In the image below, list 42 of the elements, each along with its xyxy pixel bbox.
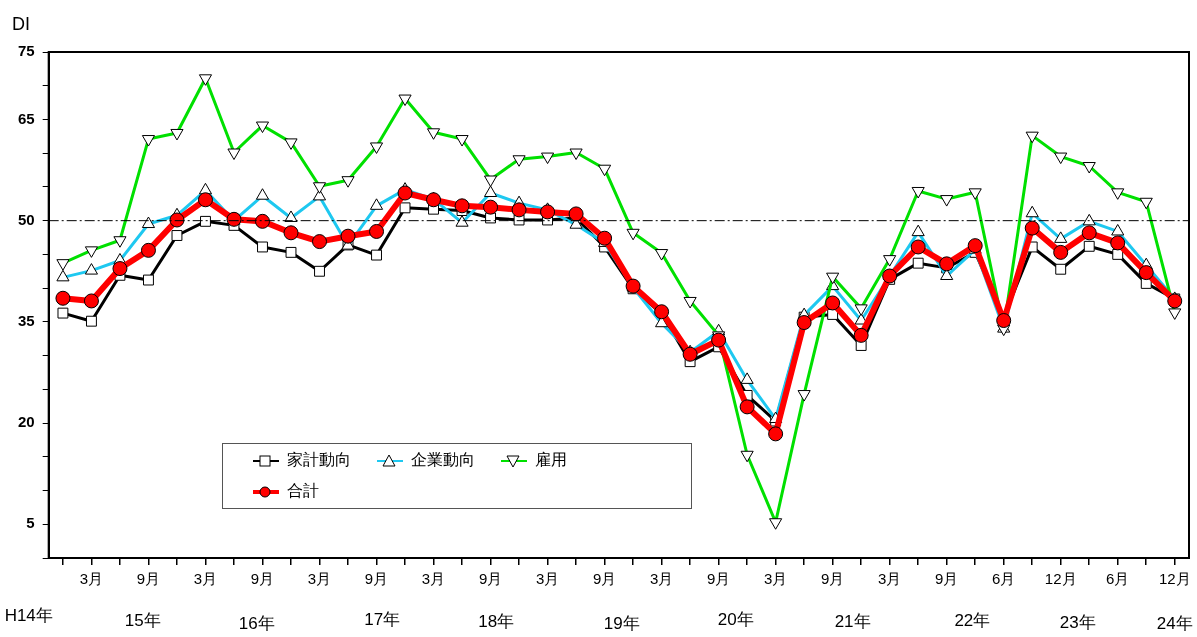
y-tick-label: 50	[18, 210, 35, 228]
x-tick-label: 9月	[136, 570, 161, 588]
x-tick-label: 3月	[649, 570, 674, 588]
x-tick-label: 6月	[992, 570, 1016, 588]
text: 23年	[1059, 612, 1096, 632]
x-tick-label: 9月	[250, 570, 275, 588]
legend-label: 家計動向	[287, 451, 351, 468]
x-tick-label: 6月	[1106, 570, 1130, 588]
text: 16年	[238, 613, 275, 633]
y-tick-label: 20	[18, 413, 35, 431]
x-tick-label: 3月	[193, 570, 218, 588]
legend-label: 企業動向	[411, 451, 475, 468]
text: 22年	[954, 610, 991, 630]
x-tick-label: 3月	[307, 570, 332, 588]
text: H14年	[4, 605, 53, 625]
text: 20年	[717, 609, 754, 629]
text: 21年	[834, 611, 871, 631]
legend-label: 合計	[287, 482, 319, 499]
y-tick-label: 35	[18, 312, 35, 330]
x-tick-label: 9月	[364, 570, 389, 588]
y-tick-label: 75	[18, 42, 35, 60]
text: 15年	[124, 610, 161, 630]
y-tick-label: 5	[26, 514, 35, 532]
text: 18年	[478, 611, 515, 631]
x-tick-label: 12月	[1158, 570, 1191, 588]
x-tick-label: 9月	[706, 570, 731, 588]
x-tick-label: 3月	[79, 570, 104, 588]
legend-label: 雇用	[535, 451, 567, 468]
x-tick-label: 9月	[820, 570, 845, 588]
x-tick-label: 3月	[421, 570, 446, 588]
y-tick-label: 65	[18, 109, 35, 127]
x-tick-label: 9月	[478, 570, 503, 588]
x-tick-label: 3月	[763, 570, 788, 588]
text: 17年	[364, 609, 401, 629]
x-tick-label: 12月	[1044, 570, 1077, 588]
text: 19年	[603, 613, 640, 633]
x-tick-label: 3月	[878, 570, 902, 588]
text: 24年	[1156, 613, 1193, 633]
y-axis-title: DI	[12, 14, 30, 34]
x-tick-label: 9月	[935, 570, 959, 588]
x-tick-label: 9月	[592, 570, 617, 588]
x-tick-label: 3月	[535, 570, 560, 588]
